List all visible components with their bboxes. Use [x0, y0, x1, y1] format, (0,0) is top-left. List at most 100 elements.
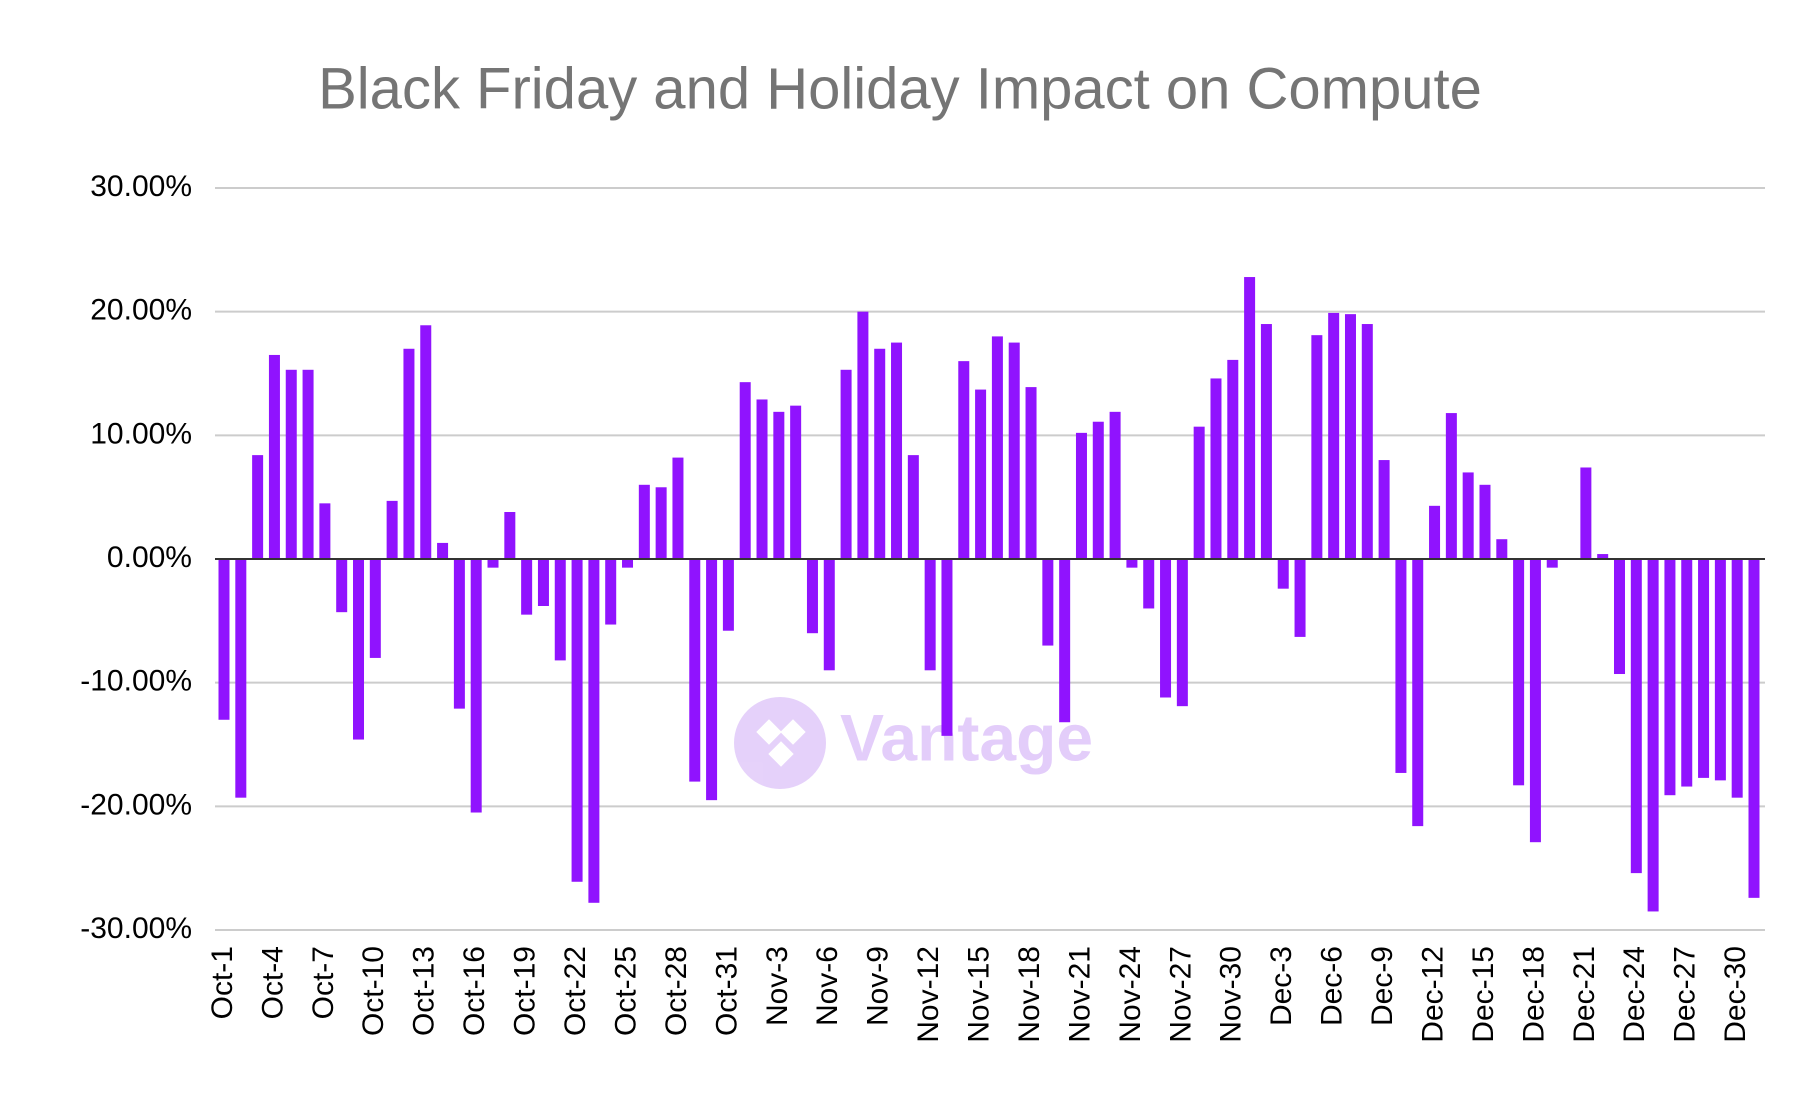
bar	[739, 382, 751, 559]
bar	[1294, 559, 1306, 637]
bar	[1546, 559, 1558, 568]
bar	[1227, 359, 1239, 559]
chart-title: Black Friday and Holiday Impact on Compu…	[318, 56, 1482, 121]
bar	[1378, 460, 1390, 559]
bar	[218, 559, 230, 720]
x-tick-label: Dec-15	[1467, 946, 1500, 1043]
bar	[1412, 559, 1424, 827]
x-tick-label: Nov-18	[1013, 946, 1046, 1043]
bar	[1311, 335, 1323, 559]
bar	[806, 559, 818, 634]
bar	[622, 559, 634, 568]
bar	[1714, 559, 1726, 781]
x-tick-label: Dec-9	[1366, 946, 1399, 1026]
bar	[857, 311, 869, 559]
bar	[907, 455, 919, 559]
bar	[1109, 411, 1121, 559]
x-tick-label: Nov-24	[1114, 946, 1147, 1043]
bar	[252, 455, 264, 559]
bar	[1059, 559, 1071, 723]
bar	[353, 559, 365, 740]
bar	[1277, 559, 1289, 589]
bar	[319, 503, 331, 559]
bar	[790, 405, 802, 559]
bar	[285, 369, 297, 559]
bar	[504, 512, 516, 559]
watermark: Vantage	[840, 700, 1093, 774]
bar	[1160, 559, 1172, 698]
bar	[1698, 559, 1710, 778]
y-tick-label: 10.00%	[90, 417, 192, 450]
bar	[1462, 472, 1474, 559]
bar	[437, 542, 449, 559]
bar	[1395, 559, 1407, 773]
bar	[1613, 559, 1625, 675]
watermark-logo	[734, 697, 826, 789]
bar	[420, 325, 432, 559]
bar	[453, 559, 465, 709]
bar	[1429, 505, 1441, 559]
bar	[302, 369, 314, 559]
bar	[874, 348, 886, 559]
x-tick-label: Nov-30	[1215, 946, 1248, 1043]
bar	[773, 411, 785, 559]
x-tick-label: Oct-31	[710, 946, 743, 1036]
bar	[571, 559, 583, 882]
bar	[840, 369, 852, 559]
x-tick-label: Nov-15	[963, 946, 996, 1043]
bar	[369, 559, 381, 658]
x-tick-label: Dec-12	[1416, 946, 1449, 1043]
bar	[689, 559, 701, 782]
bar	[1580, 467, 1592, 559]
x-tick-label: Oct-7	[307, 946, 340, 1019]
y-tick-label: 0.00%	[107, 541, 192, 574]
bar	[1479, 484, 1491, 559]
bar	[521, 559, 533, 615]
bar	[1092, 421, 1104, 559]
y-tick-label: -10.00%	[80, 665, 192, 698]
x-tick-label: Oct-16	[458, 946, 491, 1036]
x-tick-label: Oct-4	[256, 946, 289, 1019]
bar	[235, 559, 247, 798]
bar	[1630, 559, 1642, 874]
bar	[1025, 387, 1037, 559]
bar	[891, 342, 903, 559]
bar	[655, 487, 667, 559]
bar	[1143, 559, 1155, 609]
y-tick-label: 20.00%	[90, 294, 192, 327]
bar	[722, 559, 734, 631]
x-tick-label: Nov-3	[761, 946, 794, 1026]
bar	[268, 354, 280, 559]
x-tick-label: Dec-18	[1517, 946, 1550, 1043]
bar	[1496, 539, 1508, 559]
bar	[1647, 559, 1659, 912]
bar	[537, 559, 549, 606]
x-tick-label: Oct-1	[206, 946, 239, 1019]
bar	[1445, 413, 1457, 559]
x-tick-label: Nov-21	[1063, 946, 1096, 1043]
x-tick-label: Dec-3	[1265, 946, 1298, 1026]
bar	[1664, 559, 1676, 796]
bar	[1681, 559, 1693, 787]
y-tick-label: -30.00%	[80, 912, 192, 945]
bar	[924, 559, 936, 671]
bar	[487, 559, 499, 568]
bar	[1513, 559, 1525, 786]
bar	[1748, 559, 1760, 898]
bar	[1260, 324, 1272, 559]
x-tick-label: Oct-13	[408, 946, 441, 1036]
bar	[823, 559, 835, 671]
bar	[672, 457, 684, 559]
bar	[1328, 312, 1340, 559]
bar	[756, 399, 768, 559]
bar	[1344, 314, 1356, 559]
x-tick-label: Oct-28	[660, 946, 693, 1036]
x-tick-label: Dec-30	[1719, 946, 1752, 1043]
y-tick-label: 30.00%	[90, 170, 192, 203]
x-tick-label: Nov-12	[912, 946, 945, 1043]
x-tick-label: Nov-6	[811, 946, 844, 1026]
x-tick-label: Oct-10	[357, 946, 390, 1036]
bar	[1042, 559, 1054, 646]
x-tick-label: Nov-9	[862, 946, 895, 1026]
bar	[470, 559, 482, 813]
